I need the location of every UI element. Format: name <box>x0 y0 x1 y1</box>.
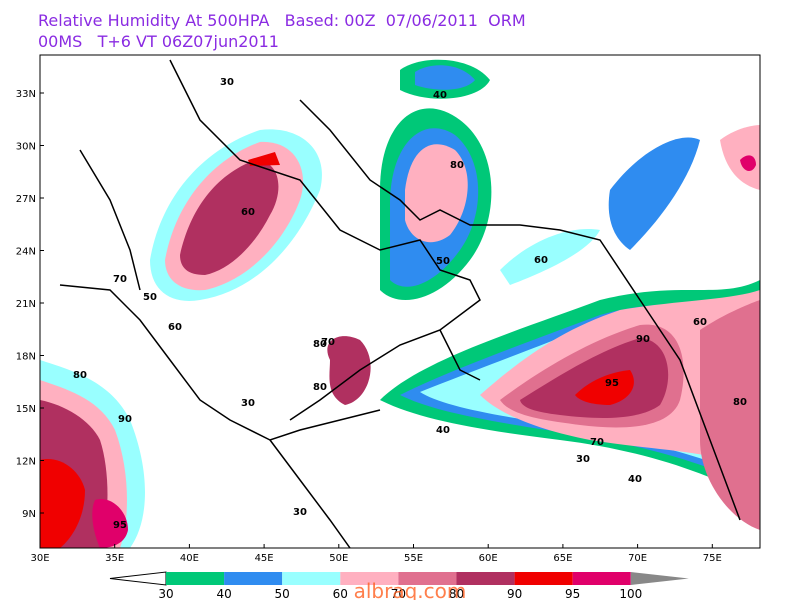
contour-label: 70 <box>590 437 604 448</box>
map-frame <box>39 54 761 549</box>
contour-label: 60 <box>534 255 548 266</box>
lat-label: 27N <box>16 194 36 205</box>
contour-label: 70 <box>113 274 127 285</box>
lat-label: 18N <box>16 352 36 363</box>
colorbar-swatch <box>398 572 457 585</box>
title-line1: Relative Humidity At 500HPA Based: 00Z 0… <box>38 11 526 30</box>
lat-label: 21N <box>16 299 36 310</box>
lon-label: 40E <box>180 553 199 564</box>
title-line2: 00MS T+6 VT 06Z07jun2011 <box>38 32 279 51</box>
lon-label: 55E <box>404 553 423 564</box>
colorbar-label: 100 <box>619 587 642 600</box>
contour-label: 50 <box>143 292 157 303</box>
colorbar-below <box>109 571 167 586</box>
colorbar-swatch <box>282 572 341 585</box>
colorbar: 30 40 50 60 70 80 90 95 100 <box>109 571 689 600</box>
lon-label: 70E <box>628 553 647 564</box>
contour-label: 95 <box>113 520 127 531</box>
contour-label: 60 <box>168 322 182 333</box>
contour-label: 90 <box>118 414 132 425</box>
colorbar-swatch <box>572 572 631 585</box>
colorbar-label: 90 <box>507 587 522 600</box>
lon-label: 30E <box>30 553 49 564</box>
contour-label: 60 <box>241 207 255 218</box>
lon-label: 35E <box>105 553 124 564</box>
contour-label: 30 <box>241 398 255 409</box>
contour-label: 30 <box>576 454 590 465</box>
colorbar-label: 80 <box>449 587 464 600</box>
colorbar-swatch <box>224 572 283 585</box>
contour-label: 80 <box>733 397 747 408</box>
lat-label: 33N <box>16 89 36 100</box>
watermark: albraq.com <box>354 579 467 600</box>
contour-labels: 3040506070809095304060809095608030408070… <box>73 77 747 531</box>
contour-label: 40 <box>436 425 450 436</box>
contour-label: 50 <box>436 256 450 267</box>
colorbar-label: 30 <box>158 587 173 600</box>
colorbar-label: 40 <box>216 587 231 600</box>
contour-label: 70 <box>321 337 335 348</box>
contour-label: 30 <box>293 507 307 518</box>
colorbar-swatch <box>166 572 225 585</box>
colorbar-label: 60 <box>333 587 348 600</box>
contour-label: 40 <box>433 90 447 101</box>
contour-label: 40 <box>628 474 642 485</box>
colorbar-swatch <box>340 572 399 585</box>
lat-label: 12N <box>16 457 36 468</box>
lon-label: 75E <box>703 553 722 564</box>
contour-label: 60 <box>693 317 707 328</box>
contour-label: 80 <box>313 382 327 393</box>
colorbar-label: 50 <box>275 587 290 600</box>
contour-label: 90 <box>636 334 650 345</box>
humidity-field <box>40 55 760 548</box>
colorbar-swatch <box>456 572 515 585</box>
colorbar-label: 70 <box>391 587 406 600</box>
contour-label: 30 <box>220 77 234 88</box>
lon-label: 60E <box>479 553 498 564</box>
colorbar-above <box>630 572 689 585</box>
lon-label: 50E <box>329 553 348 564</box>
lat-label: 30N <box>16 142 36 153</box>
lon-label: 65E <box>553 553 572 564</box>
lat-label: 24N <box>16 247 36 258</box>
lat-label: 9N <box>22 509 36 520</box>
colorbar-swatch <box>514 572 573 585</box>
lon-label: 45E <box>255 553 274 564</box>
axis-labels: 33N 30N 27N 24N 21N 18N 15N 12N 9N 30E 35E 40E 45E 50… <box>16 89 722 564</box>
contour-label: 80 <box>450 160 464 171</box>
colorbar-label: 95 <box>565 587 580 600</box>
contour-label: 80 <box>73 370 87 381</box>
contour-label: 80 <box>313 339 327 350</box>
contour-label: 95 <box>605 378 619 389</box>
lat-label: 15N <box>16 404 36 415</box>
